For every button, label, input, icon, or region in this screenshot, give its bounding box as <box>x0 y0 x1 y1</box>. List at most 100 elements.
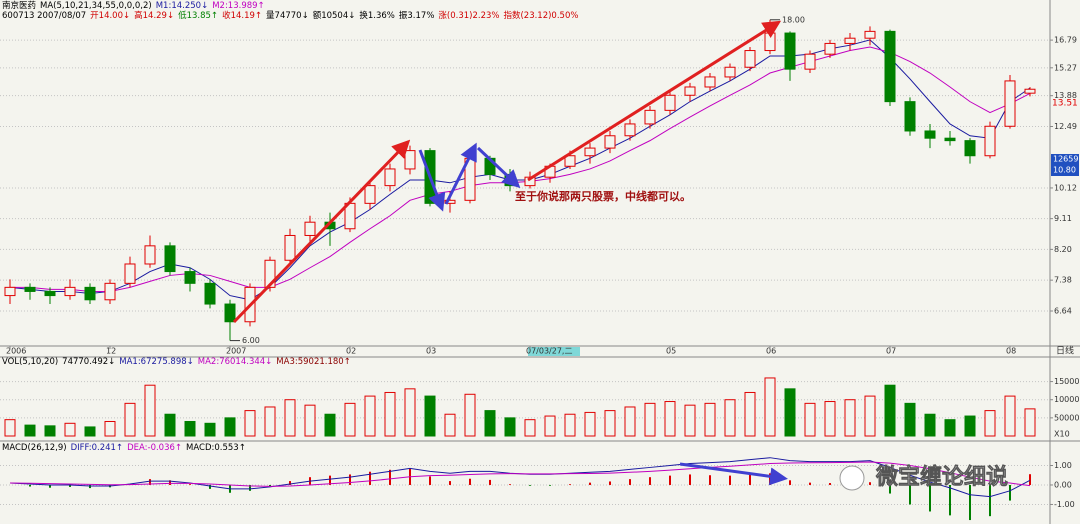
watermark: 微宝缠论细说 <box>875 464 1008 490</box>
price-marker: 13.51 <box>1052 99 1078 109</box>
volume-bar <box>404 388 416 437</box>
candle-body <box>224 303 236 323</box>
volume-bar <box>424 395 436 437</box>
x-tick-label: 07 <box>886 347 896 356</box>
volume-bar <box>924 413 936 437</box>
volume-bar <box>84 426 96 437</box>
candle-body <box>84 286 96 301</box>
x-tick-label: 08 <box>1006 347 1016 356</box>
volume-bar <box>344 402 356 437</box>
volume-bar <box>24 424 36 437</box>
volume-bar <box>244 410 256 437</box>
header-text: MA(5,10,21,34,55,0,0,0,2) <box>40 1 152 11</box>
x-tick-label: 2007 <box>226 347 246 356</box>
trend-arrow <box>476 146 521 189</box>
y-tick-label: 16.79 <box>1054 36 1077 45</box>
candle-body <box>924 130 936 139</box>
volume-bar <box>304 404 316 437</box>
volume-bar <box>144 384 156 437</box>
volume-bar <box>4 419 16 437</box>
volume-bar <box>524 419 536 437</box>
header-text: M1:14.250↓ <box>155 1 209 11</box>
volume-bar <box>284 399 296 437</box>
candle-body <box>1004 80 1016 127</box>
volume-bar <box>904 402 916 437</box>
y-tick-label: 12.49 <box>1054 122 1077 131</box>
candle-body <box>44 290 56 297</box>
header-text: 涨(0.31)2.23% <box>438 11 500 21</box>
y-tick-label: 150000 <box>1054 377 1080 386</box>
candle-body <box>304 221 316 236</box>
header-text: MA2:76014.344↓ <box>197 357 273 367</box>
volume-bar <box>884 384 896 437</box>
indicator-line <box>9 461 1031 487</box>
header-text: 600713 2007/08/07 <box>2 11 87 21</box>
header-text: 额10504↓ <box>312 11 356 21</box>
header-text: 南京医药 <box>2 1 37 11</box>
volume-bar <box>184 420 196 437</box>
candle-body <box>744 50 756 68</box>
candle-body <box>4 286 16 297</box>
candle-body <box>264 259 276 288</box>
x-tick-label: 05 <box>666 347 676 356</box>
price-pane: 16.79 15.27 13.88 12.49 10.12 9.11 8.20 7.38 6.6… <box>0 15 1077 356</box>
candle-body <box>804 53 816 70</box>
y-tick-label: 1.00 <box>1054 461 1072 470</box>
period-label: 日线 <box>1056 345 1074 357</box>
candle-body <box>164 245 176 273</box>
annotation-label: 6.00 <box>242 336 260 345</box>
candle-body <box>384 168 396 187</box>
volume-bar <box>824 401 836 437</box>
volume-title: VOL(5,10,20) 74770.492↓ MA1:67275.898↓ MA2:… <box>2 357 355 367</box>
volume-bar <box>224 417 236 437</box>
trend-arrows <box>232 20 788 486</box>
candle-body <box>644 109 656 125</box>
trend-arrow <box>444 142 477 205</box>
header-text: MACD(26,12,9) <box>2 443 67 453</box>
y-tick-label: 100000 <box>1054 395 1080 404</box>
volume-bar <box>64 422 76 437</box>
volume-bar <box>584 411 596 437</box>
candle-body <box>564 155 576 167</box>
header-text: 74770.492↓ <box>62 357 116 367</box>
volume-bar <box>544 415 556 437</box>
trend-arrow <box>418 149 446 212</box>
x-tick-label: 12 <box>106 347 116 356</box>
candle-body <box>184 271 196 284</box>
y-tick-label: -1.00 <box>1054 500 1075 509</box>
volume-bar <box>664 401 676 437</box>
volume-bar <box>724 399 736 437</box>
header-text: MA3:59021.180↑ <box>276 357 351 367</box>
cursor-value: 12659 <box>1053 155 1078 164</box>
candle-body <box>204 282 216 305</box>
header-text: 振3.17% <box>398 11 435 21</box>
volume-bar <box>484 410 496 437</box>
volume-bar <box>744 391 756 437</box>
x-tick-label: 02 <box>346 347 356 356</box>
header-text: MA1:67275.898↓ <box>119 357 194 367</box>
header-row: 600713 2007/08/07 开14.00↓ 高14.29↓ 低13.85↑ 收1… <box>2 11 582 21</box>
volume-pane: 150000 100000 50000 X10 <box>0 377 1080 439</box>
header-text: VOL(5,10,20) <box>2 357 59 367</box>
candle-body <box>604 135 616 149</box>
y-tick-label: 13.88 <box>1054 91 1077 100</box>
x-tick-label: 2006 <box>6 347 26 356</box>
candle-body <box>824 42 836 55</box>
volume-bar <box>1024 408 1036 437</box>
volume-bar <box>464 393 476 437</box>
volume-bar <box>864 395 876 437</box>
volume-bar <box>764 377 776 437</box>
candle-body <box>864 30 876 39</box>
header-text: M2:13.989↑ <box>212 1 265 11</box>
candle-body <box>364 185 376 204</box>
volume-bar <box>704 402 716 437</box>
volume-bar <box>784 388 796 437</box>
volume-bar <box>944 419 956 437</box>
volume-bar <box>164 413 176 437</box>
volume-bar <box>604 410 616 437</box>
header-text: MACD:0.553↑ <box>186 443 246 453</box>
header-text: 量74770↓ <box>266 11 309 21</box>
volume-bar <box>844 399 856 437</box>
